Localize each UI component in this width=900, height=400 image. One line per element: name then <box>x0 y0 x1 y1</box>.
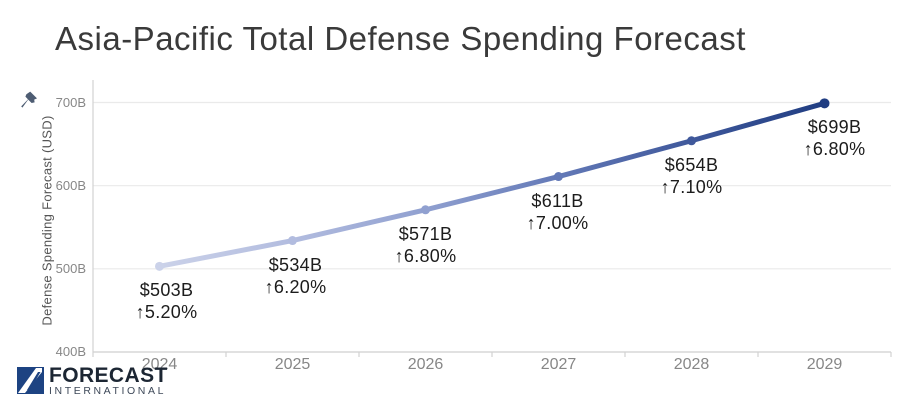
data-value-label: $571B <box>398 223 453 244</box>
forecast-international-logo-mark <box>17 367 44 394</box>
trend-line <box>157 100 827 269</box>
data-value-label: $534B <box>268 254 323 275</box>
page-title: Asia-Pacific Total Defense Spending Fore… <box>55 20 746 57</box>
logo-name: FORECAST <box>49 364 168 387</box>
data-pct-label: ↑6.80% <box>394 245 457 266</box>
axis-layer <box>92 80 892 357</box>
data-point-2024[interactable] <box>155 261 164 271</box>
x-tick-label: 2029 <box>806 356 843 373</box>
data-value-label: $611B <box>531 190 584 211</box>
y-tick-label: 400B <box>55 344 86 359</box>
y-tick-label: 600B <box>55 177 86 193</box>
x-tick-label: 2027 <box>540 356 577 373</box>
series-layer <box>155 98 830 271</box>
data-pct-label: ↑6.80% <box>803 139 866 160</box>
data-pct-label: ↑5.20% <box>135 302 198 323</box>
data-point-2025[interactable] <box>288 236 297 246</box>
y-tick-label: 500B <box>55 260 86 276</box>
x-tick-label: 2025 <box>274 356 311 373</box>
logo-subtext: INTERNATIONAL <box>49 385 167 397</box>
data-point-2029[interactable] <box>819 98 830 109</box>
data-pct-label: ↑7.10% <box>660 176 723 197</box>
data-point-2027[interactable] <box>554 172 563 182</box>
data-value-label: $699B <box>807 117 862 138</box>
pin-icon[interactable] <box>19 90 39 110</box>
data-value-label: $503B <box>139 280 194 301</box>
data-point-2028[interactable] <box>687 136 696 146</box>
brand-logo[interactable]: FORECAST INTERNATIONAL <box>17 364 168 397</box>
data-pct-label: ↑7.00% <box>526 212 589 233</box>
y-tick-label: 700B <box>55 94 86 110</box>
data-point-2026[interactable] <box>421 205 430 215</box>
data-value-label: $654B <box>664 154 719 175</box>
data-pct-label: ↑6.20% <box>264 276 327 297</box>
x-tick-label: 2024 <box>141 356 178 373</box>
x-tick-label: 2028 <box>673 356 710 373</box>
x-tick-label: 2026 <box>407 356 444 373</box>
